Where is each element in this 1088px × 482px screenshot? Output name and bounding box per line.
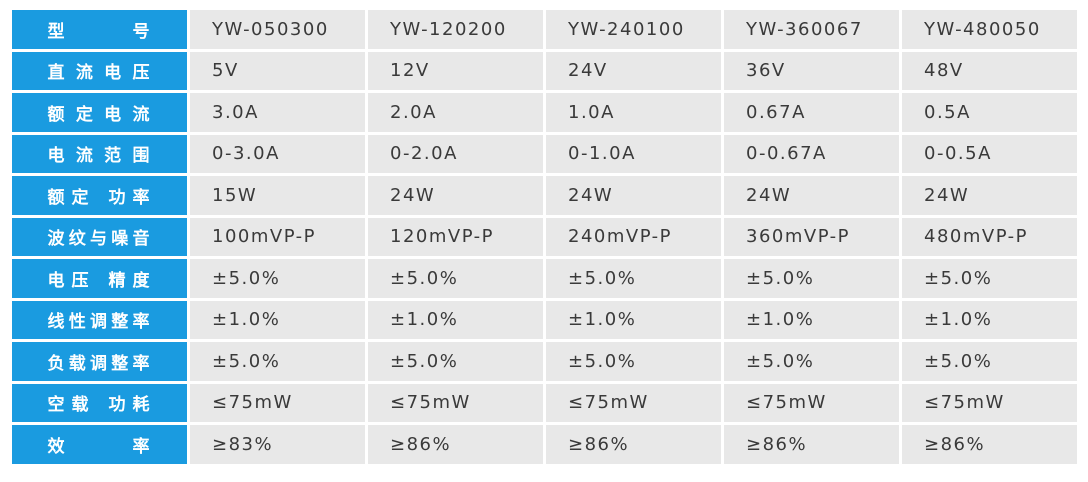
- cell: 0-3.0A: [190, 134, 365, 173]
- row-label: 空载 功耗: [12, 383, 187, 422]
- cell: ±5.0%: [546, 342, 721, 381]
- cell: 0.5A: [902, 93, 1077, 132]
- cell: 24W: [902, 176, 1077, 215]
- row-label-text: 电压 精度: [47, 270, 152, 291]
- cell: ±1.0%: [724, 300, 899, 339]
- table-row: 效 率 ≥83% ≥86% ≥86% ≥86% ≥86%: [12, 425, 1077, 464]
- cell: 480mVP-P: [902, 217, 1077, 256]
- row-label: 效 率: [12, 425, 187, 464]
- table-row: 电流范围 0-3.0A 0-2.0A 0-1.0A 0-0.67A 0-0.5A: [12, 134, 1077, 173]
- cell: YW-050300: [190, 10, 365, 49]
- cell: ±1.0%: [368, 300, 543, 339]
- row-label: 电流范围: [12, 134, 187, 173]
- cell: 0.67A: [724, 93, 899, 132]
- row-label: 电压 精度: [12, 259, 187, 298]
- row-label-text: 型 号: [47, 21, 152, 42]
- cell: ≤75mW: [902, 383, 1077, 422]
- cell: 1.0A: [546, 93, 721, 132]
- cell: 100mVP-P: [190, 217, 365, 256]
- table-row: 额定 功率 15W 24W 24W 24W 24W: [12, 176, 1077, 215]
- cell: ±5.0%: [902, 259, 1077, 298]
- cell: 2.0A: [368, 93, 543, 132]
- cell: ±5.0%: [190, 259, 365, 298]
- cell: ±5.0%: [902, 342, 1077, 381]
- row-label: 负载调整率: [12, 342, 187, 381]
- cell: 48V: [902, 51, 1077, 90]
- row-label-text: 线性调整率: [47, 312, 152, 333]
- cell: 15W: [190, 176, 365, 215]
- cell: 360mVP-P: [724, 217, 899, 256]
- cell: ±1.0%: [902, 300, 1077, 339]
- row-label: 型 号: [12, 10, 187, 49]
- cell: 0-0.5A: [902, 134, 1077, 173]
- table-row: 直流电压 5V 12V 24V 36V 48V: [12, 51, 1077, 90]
- row-label-text: 额定电流: [47, 104, 152, 125]
- row-label: 额定电流: [12, 93, 187, 132]
- row-label-text: 空载 功耗: [47, 395, 152, 416]
- cell: YW-480050: [902, 10, 1077, 49]
- cell: 240mVP-P: [546, 217, 721, 256]
- cell: ±5.0%: [368, 342, 543, 381]
- cell: ±1.0%: [546, 300, 721, 339]
- row-label: 额定 功率: [12, 176, 187, 215]
- row-label-text: 波纹与噪音: [47, 229, 152, 250]
- cell: 24V: [546, 51, 721, 90]
- cell: 24W: [368, 176, 543, 215]
- cell: 36V: [724, 51, 899, 90]
- table-row: 额定电流 3.0A 2.0A 1.0A 0.67A 0.5A: [12, 93, 1077, 132]
- cell: ≥86%: [546, 425, 721, 464]
- row-label-text: 负载调整率: [47, 353, 152, 374]
- cell: ≥86%: [368, 425, 543, 464]
- row-label-text: 额定 功率: [47, 187, 152, 208]
- cell: 12V: [368, 51, 543, 90]
- table-row: 型 号 YW-050300 YW-120200 YW-240100 YW-360067 Y…: [12, 10, 1077, 49]
- cell: ≤75mW: [190, 383, 365, 422]
- cell: ±1.0%: [190, 300, 365, 339]
- cell: ≤75mW: [724, 383, 899, 422]
- cell: ±5.0%: [724, 259, 899, 298]
- cell: YW-360067: [724, 10, 899, 49]
- cell: ≥86%: [902, 425, 1077, 464]
- table-row: 空载 功耗 ≤75mW ≤75mW ≤75mW ≤75mW ≤75mW: [12, 383, 1077, 422]
- cell: ≤75mW: [368, 383, 543, 422]
- cell: 24W: [546, 176, 721, 215]
- cell: 5V: [190, 51, 365, 90]
- cell: ±5.0%: [368, 259, 543, 298]
- cell: ≤75mW: [546, 383, 721, 422]
- cell: 0-2.0A: [368, 134, 543, 173]
- cell: 120mVP-P: [368, 217, 543, 256]
- table-row: 电压 精度 ±5.0% ±5.0% ±5.0% ±5.0% ±5.0%: [12, 259, 1077, 298]
- table-row: 负载调整率 ±5.0% ±5.0% ±5.0% ±5.0% ±5.0%: [12, 342, 1077, 381]
- row-label: 直流电压: [12, 51, 187, 90]
- cell: ±5.0%: [724, 342, 899, 381]
- cell: YW-120200: [368, 10, 543, 49]
- row-label-text: 效 率: [47, 436, 152, 457]
- cell: 24W: [724, 176, 899, 215]
- cell: ≥83%: [190, 425, 365, 464]
- cell: 0-1.0A: [546, 134, 721, 173]
- cell: ±5.0%: [546, 259, 721, 298]
- cell: 3.0A: [190, 93, 365, 132]
- table-row: 波纹与噪音 100mVP-P 120mVP-P 240mVP-P 360mVP-P 480…: [12, 217, 1077, 256]
- row-label-text: 电流范围: [47, 146, 152, 167]
- row-label: 线性调整率: [12, 300, 187, 339]
- cell: 0-0.67A: [724, 134, 899, 173]
- cell: YW-240100: [546, 10, 721, 49]
- cell: ±5.0%: [190, 342, 365, 381]
- spec-table: 型 号 YW-050300 YW-120200 YW-240100 YW-360067 Y…: [9, 7, 1080, 467]
- row-label-text: 直流电压: [47, 63, 152, 84]
- cell: ≥86%: [724, 425, 899, 464]
- row-label: 波纹与噪音: [12, 217, 187, 256]
- table-row: 线性调整率 ±1.0% ±1.0% ±1.0% ±1.0% ±1.0%: [12, 300, 1077, 339]
